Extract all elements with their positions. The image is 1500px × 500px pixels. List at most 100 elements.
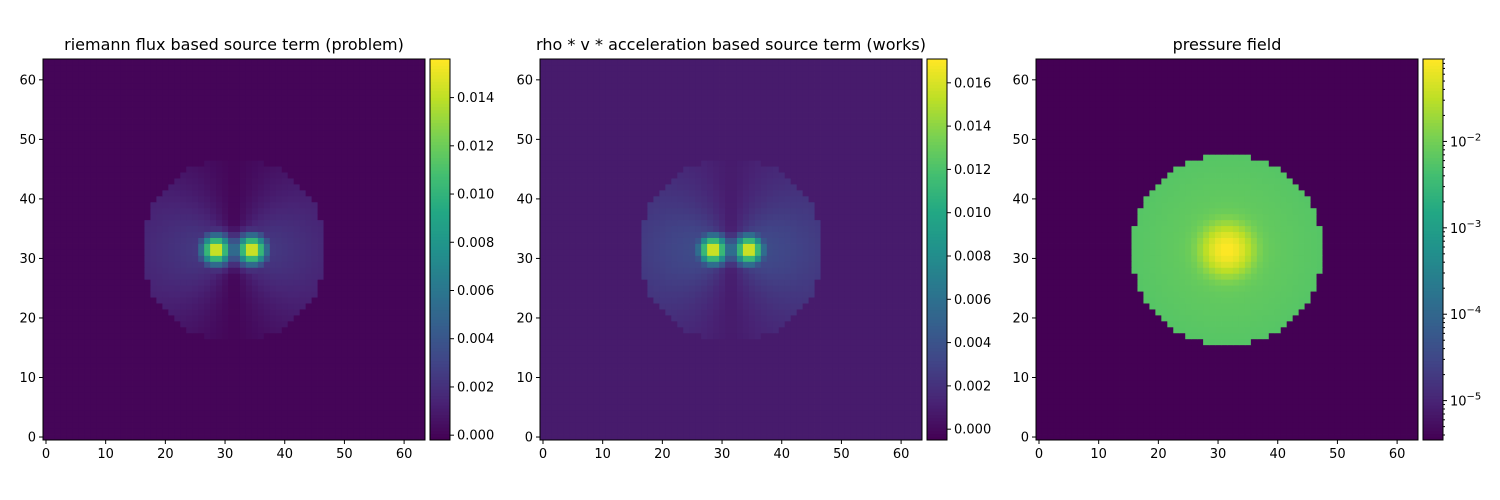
heatmap-cell — [282, 184, 288, 190]
heatmap-cell — [383, 261, 389, 267]
heatmap-cell — [904, 375, 910, 381]
heatmap-cell — [240, 255, 246, 261]
heatmap-cell — [198, 148, 204, 154]
heatmap-cell — [353, 71, 359, 77]
heatmap-cell — [288, 83, 294, 89]
heatmap-cell — [401, 363, 407, 369]
heatmap-cell — [276, 392, 282, 398]
heatmap-cell — [115, 416, 121, 422]
colorbar-segment — [430, 389, 450, 393]
heatmap-cell — [216, 309, 222, 315]
heatmap-cell — [228, 434, 234, 440]
heatmap-cell — [330, 321, 336, 327]
heatmap-cell — [413, 380, 419, 386]
heatmap-cell — [576, 369, 582, 375]
heatmap-cell — [115, 220, 121, 226]
heatmap-cell — [246, 380, 252, 386]
heatmap-cell — [264, 297, 270, 303]
heatmap-cell — [192, 59, 198, 65]
heatmap-cell — [79, 250, 85, 256]
heatmap-cell — [55, 327, 61, 333]
heatmap-cell — [168, 279, 174, 285]
heatmap-cell — [97, 95, 103, 101]
heatmap-cell — [282, 71, 288, 77]
heatmap-cell — [306, 184, 312, 190]
heatmap-cell — [139, 309, 145, 315]
heatmap-cell — [133, 297, 139, 303]
heatmap-cell — [618, 434, 624, 440]
heatmap-cell — [174, 65, 180, 71]
heatmap-cell — [67, 196, 73, 202]
heatmap-cell — [97, 297, 103, 303]
heatmap-cell — [288, 309, 294, 315]
heatmap-cell — [198, 422, 204, 428]
heatmap-cell — [144, 77, 150, 83]
heatmap-cell — [174, 77, 180, 83]
heatmap-cell — [383, 101, 389, 107]
heatmap-cell — [204, 250, 210, 256]
heatmap-cell — [606, 428, 612, 434]
heatmap-cell — [186, 363, 192, 369]
heatmap-cell — [365, 113, 371, 119]
heatmap-cell — [419, 178, 425, 184]
heatmap-cell — [115, 202, 121, 208]
heatmap-cell — [377, 136, 383, 142]
heatmap-cell — [91, 89, 97, 95]
heatmap-cell — [115, 410, 121, 416]
heatmap-cell — [737, 434, 743, 440]
heatmap-cell — [341, 303, 347, 309]
heatmap-cell — [347, 339, 353, 345]
heatmap-cell — [294, 285, 300, 291]
heatmap-cell — [222, 404, 228, 410]
heatmap-cell — [127, 148, 133, 154]
heatmap-cell — [761, 404, 767, 410]
heatmap-cell — [127, 136, 133, 142]
heatmap-cell — [365, 184, 371, 190]
heatmap-cell — [300, 345, 306, 351]
heatmap-cell — [79, 279, 85, 285]
colorbar-segment — [430, 138, 450, 142]
heatmap-cell — [91, 261, 97, 267]
heatmap-cell — [168, 148, 174, 154]
heatmap-cell — [395, 89, 401, 95]
heatmap-cell — [246, 273, 252, 279]
heatmap-cell — [276, 291, 282, 297]
heatmap-cell — [103, 357, 109, 363]
heatmap-cell — [683, 404, 689, 410]
heatmap-cell — [133, 190, 139, 196]
heatmap-cell — [127, 404, 133, 410]
heatmap-cell — [252, 434, 258, 440]
heatmap-cell — [276, 315, 282, 321]
heatmap-cell — [240, 130, 246, 136]
heatmap-cell — [335, 196, 341, 202]
heatmap-cell — [55, 95, 61, 101]
heatmap-cell — [383, 178, 389, 184]
heatmap-cell — [210, 291, 216, 297]
heatmap-cell — [67, 386, 73, 392]
heatmap-cell — [192, 369, 198, 375]
heatmap-cell — [43, 65, 49, 71]
heatmap-cell — [121, 392, 127, 398]
heatmap-cell — [127, 291, 133, 297]
heatmap-cell — [61, 124, 67, 130]
heatmap-cell — [234, 184, 240, 190]
heatmap-cell — [156, 184, 162, 190]
heatmap-cell — [335, 136, 341, 142]
heatmap-cell — [55, 297, 61, 303]
heatmap-cell — [413, 226, 419, 232]
heatmap-cell — [216, 244, 222, 250]
heatmap-cell — [624, 428, 630, 434]
heatmap-cell — [252, 154, 258, 160]
heatmap-cell — [109, 166, 115, 172]
heatmap-cell — [276, 65, 282, 71]
heatmap-cell — [252, 404, 258, 410]
heatmap-cell — [186, 244, 192, 250]
heatmap-cell — [258, 327, 264, 333]
heatmap-cell — [791, 404, 797, 410]
heatmap-cell — [210, 428, 216, 434]
heatmap-cell — [73, 285, 79, 291]
heatmap-cell — [401, 380, 407, 386]
heatmap-cell — [335, 142, 341, 148]
heatmap-cell — [413, 142, 419, 148]
heatmap-cell — [258, 119, 264, 125]
